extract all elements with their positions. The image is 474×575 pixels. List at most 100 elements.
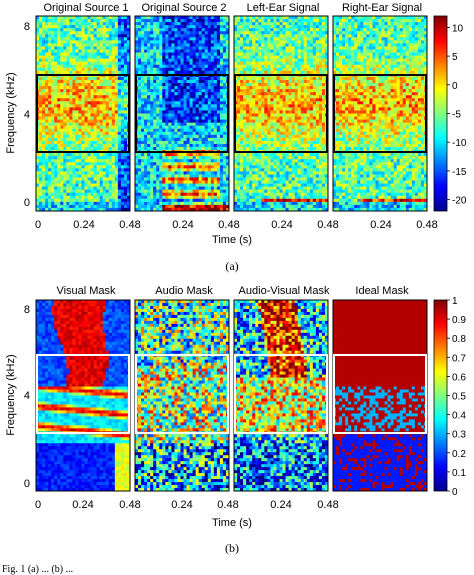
heatmap-cell [192,177,197,181]
heatmap-cell [171,192,175,197]
heatmap-cell [69,143,73,148]
heatmap-cell [57,174,61,178]
heatmap-cell [90,131,95,136]
heatmap-cell [306,104,311,108]
heatmap-cell [93,137,98,142]
heatmap-cell [36,19,40,23]
heatmap-cell [267,61,271,66]
heatmap-cell [183,107,187,111]
heatmap-cell [174,147,178,151]
heatmap-cell [63,43,67,47]
heatmap-cell [42,64,46,69]
heatmap-cell [285,22,289,26]
heatmap-cell [114,183,119,188]
heatmap-cell [261,104,265,108]
heatmap-cell [285,16,289,20]
heatmap-cell [180,58,184,63]
heatmap-cell [165,40,169,44]
heatmap-cell [252,95,256,99]
heatmap-cell [51,137,55,142]
heatmap-cell [183,207,187,212]
heatmap-cell [285,107,289,111]
heatmap-cell [51,125,55,130]
heatmap-cell [48,204,52,209]
heatmap-cell [237,58,241,63]
heatmap-cell [210,140,215,145]
heatmap-cell [72,168,76,172]
heatmap-cell [186,180,190,184]
heatmap-cell [162,186,166,191]
heatmap-cell [216,64,221,69]
heatmap-cell [156,49,160,53]
heatmap-cell [180,34,184,38]
heatmap-cell [36,49,40,53]
heatmap-cell [54,46,58,50]
heatmap-cell [126,46,131,50]
heatmap-cell [195,104,200,108]
heatmap-cell [48,25,52,29]
heatmap-cell [201,37,206,41]
heatmap-cell [111,128,116,133]
heatmap-cell [165,198,169,203]
heatmap-cell [39,207,43,212]
heatmap-cell [45,79,49,84]
heatmap-cell [306,107,311,111]
heatmap-cell [291,76,296,81]
heatmap-cell [264,49,268,53]
heatmap-cell [171,37,175,41]
heatmap-cell [204,76,209,81]
heatmap-cell [102,195,107,200]
heatmap-cell [291,79,296,84]
heatmap-cell [87,92,91,96]
heatmap-cell [48,64,52,69]
heatmap-cell [201,55,206,60]
heatmap-cell [192,122,197,127]
heatmap-cell [57,49,61,53]
heatmap-cell [150,198,154,203]
heatmap-cell [186,34,190,38]
heatmap-cell [174,168,178,172]
heatmap-cell [291,22,296,26]
heatmap-cell [192,28,197,32]
heatmap-cell [168,140,172,145]
heatmap-cell [84,165,88,169]
heatmap-cell [222,195,227,200]
heatmap-cell [303,40,308,44]
heatmap-cell [96,195,101,200]
heatmap-cell [63,189,67,194]
heatmap-cell [114,156,119,160]
heatmap-cell [48,125,52,130]
heatmap-cell [54,95,58,99]
heatmap-cell [165,180,169,184]
heatmap-cell [177,134,181,139]
heatmap-cell [57,140,61,145]
heatmap-cell [195,122,200,127]
heatmap-cell [324,31,329,35]
heatmap-cell [39,165,43,169]
heatmap-cell [42,156,46,160]
heatmap-cell [276,37,280,41]
heatmap-cell [252,40,256,44]
heatmap-cell [219,76,224,81]
heatmap-cell [135,40,139,44]
heatmap-cell [159,162,163,166]
heatmap-cell [183,37,187,41]
heatmap-cell [102,37,107,41]
heatmap-cell [159,92,163,96]
heatmap-cell [291,95,296,99]
heatmap-cell [222,186,227,191]
heatmap-cell [51,156,55,160]
heatmap-cell [54,79,58,84]
heatmap-cell [105,89,110,93]
heatmap-cell [81,180,85,184]
heatmap-cell [126,183,131,188]
heatmap-cell [312,98,317,102]
heatmap-cell [57,40,61,44]
heatmap-cell [312,55,317,60]
heatmap-cell [273,40,277,44]
heatmap-cell [144,83,148,87]
heatmap-cell [201,104,206,108]
heatmap-cell [102,125,107,130]
heatmap-cell [189,113,194,117]
heatmap-cell [78,89,82,93]
